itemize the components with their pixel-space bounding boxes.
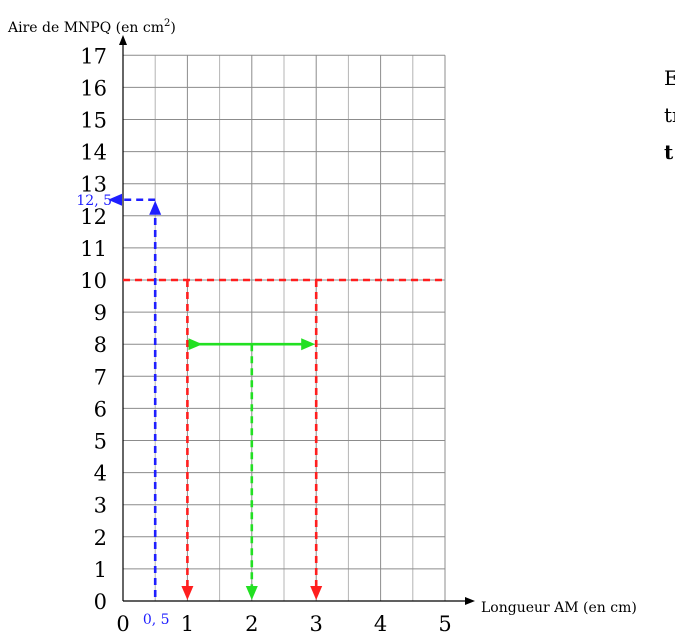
- grid: [123, 55, 445, 601]
- y-tick-label: 5: [94, 430, 107, 454]
- y-tick-label: 1: [94, 558, 107, 582]
- y-tick-label: 2: [94, 526, 107, 550]
- y-tick-label: 6: [94, 397, 107, 421]
- y-tick-label: 16: [80, 76, 107, 100]
- y-tick-label: 9: [94, 301, 107, 325]
- y-tick-label: 14: [80, 141, 107, 165]
- blue-y-label: 12, 5: [76, 193, 112, 209]
- y-axis-label: Aire de MNPQ (en cm2): [7, 18, 176, 36]
- y-tick-label: 4: [94, 462, 107, 486]
- y-tick-label: 11: [80, 237, 107, 261]
- side-text-line-1: E: [664, 66, 675, 90]
- x-tick-label: 2: [245, 612, 258, 634]
- y-tick-label: 3: [94, 494, 107, 518]
- x-tick-label: 3: [310, 612, 323, 634]
- axes: [123, 40, 470, 601]
- y-tick-label: 0: [94, 590, 107, 614]
- x-tick-label: 4: [374, 612, 387, 634]
- blue-x-label: 0, 5: [143, 612, 170, 628]
- x-tick-label: 5: [438, 612, 451, 634]
- y-tick-label: 15: [80, 109, 107, 133]
- tick-labels: 01234501234567891011121314151617: [80, 44, 451, 634]
- y-tick-label: 8: [94, 333, 107, 357]
- annotations: 0, 5 12, 5: [76, 193, 445, 628]
- y-tick-label: 7: [94, 365, 107, 389]
- x-axis-label: Longueur AM (en cm): [481, 600, 637, 616]
- side-text-line-3: t: [664, 140, 673, 164]
- side-text-line-2: tı: [664, 103, 675, 127]
- x-tick-label: 1: [181, 612, 194, 634]
- y-tick-label: 17: [80, 44, 107, 68]
- y-tick-label: 10: [80, 269, 107, 293]
- x-tick-label: 0: [116, 612, 129, 634]
